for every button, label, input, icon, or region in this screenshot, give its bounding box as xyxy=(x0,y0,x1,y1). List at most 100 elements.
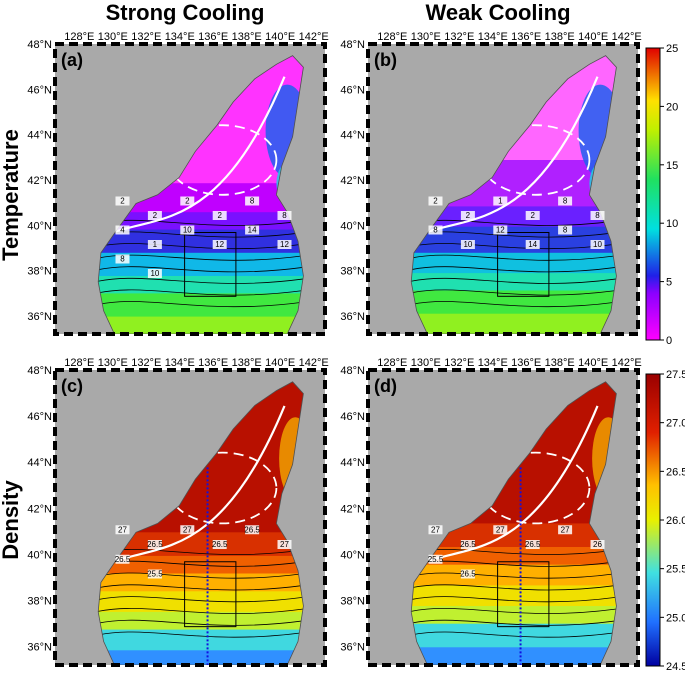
contour-line xyxy=(98,631,304,638)
lat-tick-label: 44°N xyxy=(340,457,365,469)
contour-label: 14 xyxy=(245,225,260,235)
lon-tick-label: 140°E xyxy=(265,31,295,43)
contour-line xyxy=(98,300,304,308)
contour-label: 27 xyxy=(428,525,443,535)
contour-label: 12 xyxy=(212,240,227,249)
contour-label: 26 xyxy=(590,540,605,549)
colorbar-temperature-bar xyxy=(645,47,661,341)
svg-text:25.5: 25.5 xyxy=(428,555,444,564)
lat-tick-label: 40°N xyxy=(27,220,52,232)
contour-line-dashed xyxy=(480,124,591,196)
contour-label: 26.5 xyxy=(244,525,260,535)
svg-text:26.5: 26.5 xyxy=(147,540,163,549)
svg-text:2: 2 xyxy=(153,211,158,220)
map-panel-1: 2 2 2 2 8 8 4 1 10 12 14 12 8 10 (a) 128°E 130°E 132°E 134… xyxy=(27,31,329,336)
contour-line xyxy=(411,277,617,284)
lon-tick-label: 132°E xyxy=(444,31,474,43)
contour-label: 26.5 xyxy=(147,540,163,549)
contour-label: 8 xyxy=(115,254,130,264)
contour-line xyxy=(98,619,304,626)
sea-band xyxy=(98,252,304,277)
lon-tick-label: 142°E xyxy=(612,357,642,369)
svg-text:2: 2 xyxy=(185,197,190,206)
svg-text:27: 27 xyxy=(183,525,192,534)
map-frame xyxy=(366,42,640,336)
map-frame xyxy=(366,368,640,667)
lon-tick-label: 142°E xyxy=(299,357,329,369)
lon-tick-label: 136°E xyxy=(511,357,541,369)
lon-tick-label: 138°E xyxy=(232,31,262,43)
row-title-density: Density xyxy=(0,480,23,560)
lat-tick-label: 42°N xyxy=(340,175,365,187)
lon-tick-label: 136°E xyxy=(511,31,541,43)
svg-text:2: 2 xyxy=(120,197,125,206)
lat-tick-label: 38°N xyxy=(27,266,52,278)
lat-tick-label: 42°N xyxy=(27,175,52,187)
colorbar-tick-label: 5 xyxy=(666,277,672,289)
coastline xyxy=(410,55,617,334)
svg-text:26.5: 26.5 xyxy=(460,540,476,549)
svg-text:26.5: 26.5 xyxy=(115,555,131,564)
sea-band xyxy=(98,316,304,334)
colorbar-tick-label: 25.5 xyxy=(666,564,685,576)
lon-tick-label: 140°E xyxy=(578,31,608,43)
lat-tick-label: 46°N xyxy=(27,84,52,96)
svg-text:25.5: 25.5 xyxy=(147,570,163,579)
contour-line xyxy=(411,619,617,626)
contour-line xyxy=(411,572,617,579)
row-title-temperature: Temperature xyxy=(0,129,23,261)
contour-label: 25.5 xyxy=(428,554,444,564)
lon-tick-label: 136°E xyxy=(198,31,228,43)
contour-line xyxy=(98,277,304,284)
contour-line-dashed xyxy=(480,451,591,525)
lat-tick-label: 42°N xyxy=(340,503,365,515)
panel-label: (b) xyxy=(374,50,397,70)
contour-label: 2 xyxy=(115,196,130,206)
svg-text:1: 1 xyxy=(498,197,503,206)
colorbar-tick-label: 24.5 xyxy=(666,661,685,673)
svg-text:2: 2 xyxy=(217,211,222,220)
svg-text:26.5: 26.5 xyxy=(525,540,541,549)
svg-text:10: 10 xyxy=(593,240,602,249)
contour-label: 27 xyxy=(558,525,573,535)
lat-tick-label: 36°N xyxy=(27,311,52,323)
panel-label: (d) xyxy=(374,376,397,396)
contour-label: 2 xyxy=(147,211,162,220)
svg-text:26.5: 26.5 xyxy=(212,540,228,549)
contour-line xyxy=(411,595,617,603)
contour-line xyxy=(98,289,304,296)
contour-label: 26.5 xyxy=(212,540,228,549)
sea-band xyxy=(98,591,304,613)
colorbar-tick-label: 0 xyxy=(666,335,672,347)
contour-label: 10 xyxy=(460,240,475,249)
svg-text:27: 27 xyxy=(118,525,127,534)
lat-tick-label: 42°N xyxy=(27,503,52,515)
contour-label: 8 xyxy=(428,225,443,235)
svg-text:1: 1 xyxy=(153,240,158,249)
svg-text:8: 8 xyxy=(563,226,568,235)
contour-line xyxy=(98,254,304,261)
sea-band xyxy=(98,650,304,665)
lon-tick-label: 138°E xyxy=(545,357,575,369)
contour-label: 27 xyxy=(493,525,508,535)
coastline xyxy=(97,381,304,665)
contour-label: 8 xyxy=(558,225,573,235)
lat-tick-label: 38°N xyxy=(27,595,52,607)
svg-text:2: 2 xyxy=(530,211,535,220)
sea-band xyxy=(411,290,617,315)
contour-label: 8 xyxy=(558,196,573,206)
svg-text:27: 27 xyxy=(431,525,440,534)
contour-line xyxy=(411,254,617,261)
lon-tick-label: 134°E xyxy=(478,31,508,43)
colorbar-tick-label: 25 xyxy=(666,43,678,55)
sea-band xyxy=(98,276,304,295)
colorbar-tick-label: 26.0 xyxy=(666,515,685,527)
panel-label: (c) xyxy=(61,376,83,396)
contour-label: 1 xyxy=(147,240,162,249)
lat-tick-label: 46°N xyxy=(27,411,52,423)
sea-band xyxy=(411,313,617,334)
study-region-box xyxy=(184,561,237,628)
lon-tick-label: 142°E xyxy=(612,31,642,43)
